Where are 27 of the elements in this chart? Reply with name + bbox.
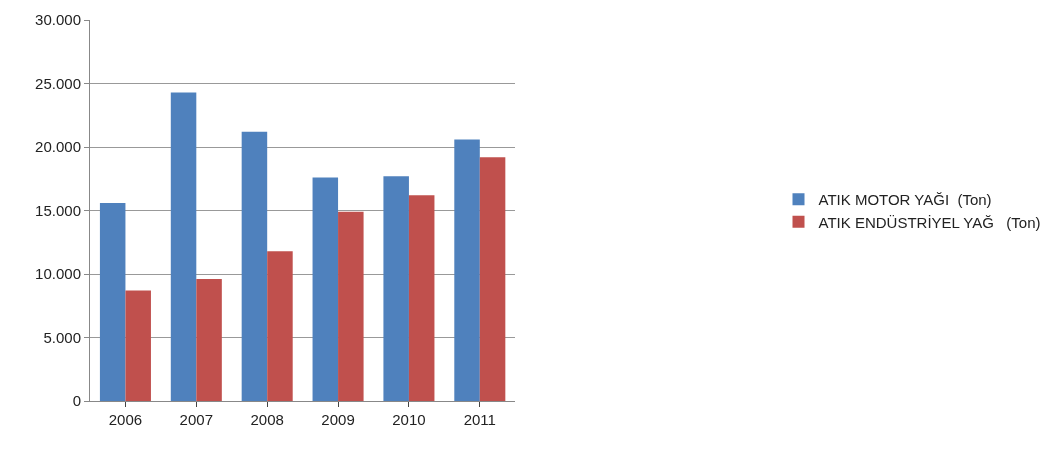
x-tick-label: 2011 <box>463 411 496 428</box>
y-tick-label: 15.000 <box>35 201 81 219</box>
bar <box>383 176 409 401</box>
bar <box>454 139 480 401</box>
legend-label: ATIK MOTOR YAĞI (Ton) <box>818 191 992 209</box>
x-tick-label: 2007 <box>179 411 213 428</box>
y-tick-label: 30.000 <box>35 11 81 29</box>
y-tick-label: 20.000 <box>35 138 81 156</box>
x-tick-label: 2009 <box>321 411 355 428</box>
bar <box>196 279 222 401</box>
y-tick-label: 0 <box>72 392 81 410</box>
bar <box>312 177 339 401</box>
bar <box>408 195 435 401</box>
bar <box>99 202 126 401</box>
bar <box>170 92 197 401</box>
x-tick-label: 2006 <box>108 411 143 428</box>
bar <box>241 131 268 401</box>
bar <box>267 251 293 401</box>
bar <box>125 290 151 401</box>
bar <box>338 211 364 401</box>
bar <box>479 157 506 401</box>
x-tick-label: 2010 <box>392 411 426 428</box>
y-tick-label: 10.000 <box>35 265 81 283</box>
y-tick-label: 25.000 <box>35 74 81 92</box>
x-tick-label: 2008 <box>250 411 284 428</box>
y-tick-label: 5.000 <box>43 328 81 346</box>
legend-label: ATIK ENDÜSTRİYEL YAĞ (Ton) <box>818 213 1041 231</box>
